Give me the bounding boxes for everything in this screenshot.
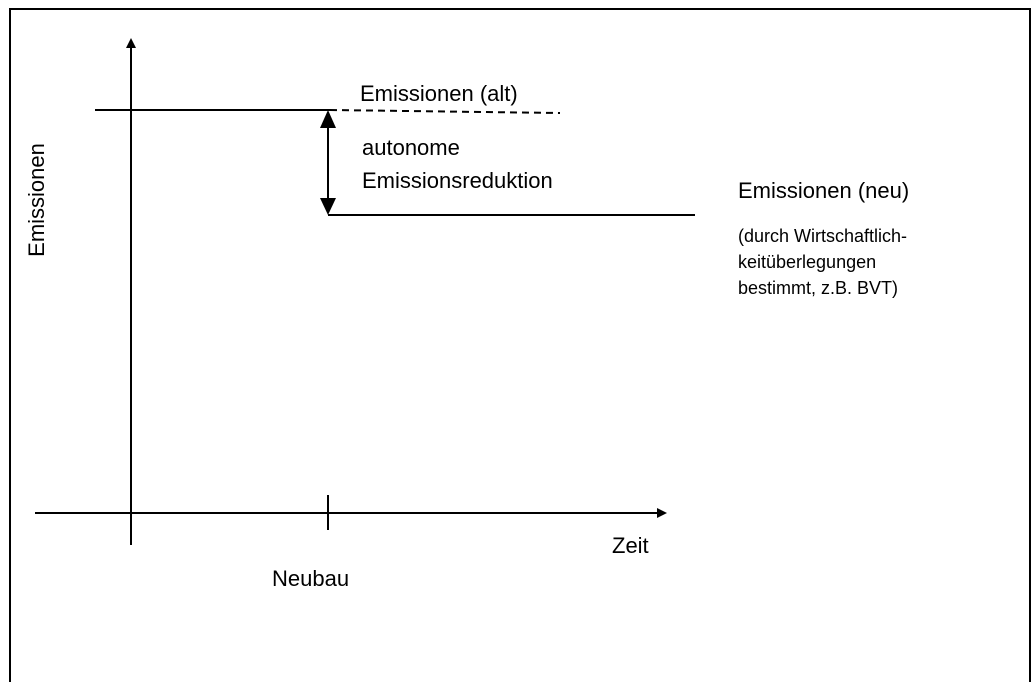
x-axis-label: Zeit xyxy=(612,533,649,558)
reduction-arrow-head-up xyxy=(320,110,336,128)
reduction-label: autonome xyxy=(362,135,460,160)
new-level-note: (durch Wirtschaftlich- xyxy=(738,226,907,246)
old-level-label: Emissionen (alt) xyxy=(360,81,518,106)
x-tick-label: Neubau xyxy=(272,566,349,591)
frame xyxy=(9,8,1031,682)
new-level-note: keitüberlegungen xyxy=(738,252,876,272)
old-level-dashed xyxy=(329,109,561,114)
new-level-label: Emissionen (neu) xyxy=(738,178,909,203)
reduction-arrow-head-down xyxy=(320,198,336,215)
new-level-note: bestimmt, z.B. BVT) xyxy=(738,278,898,298)
reduction-label: Emissionsreduktion xyxy=(362,168,553,193)
y-axis-label: Emissionen xyxy=(24,143,49,257)
